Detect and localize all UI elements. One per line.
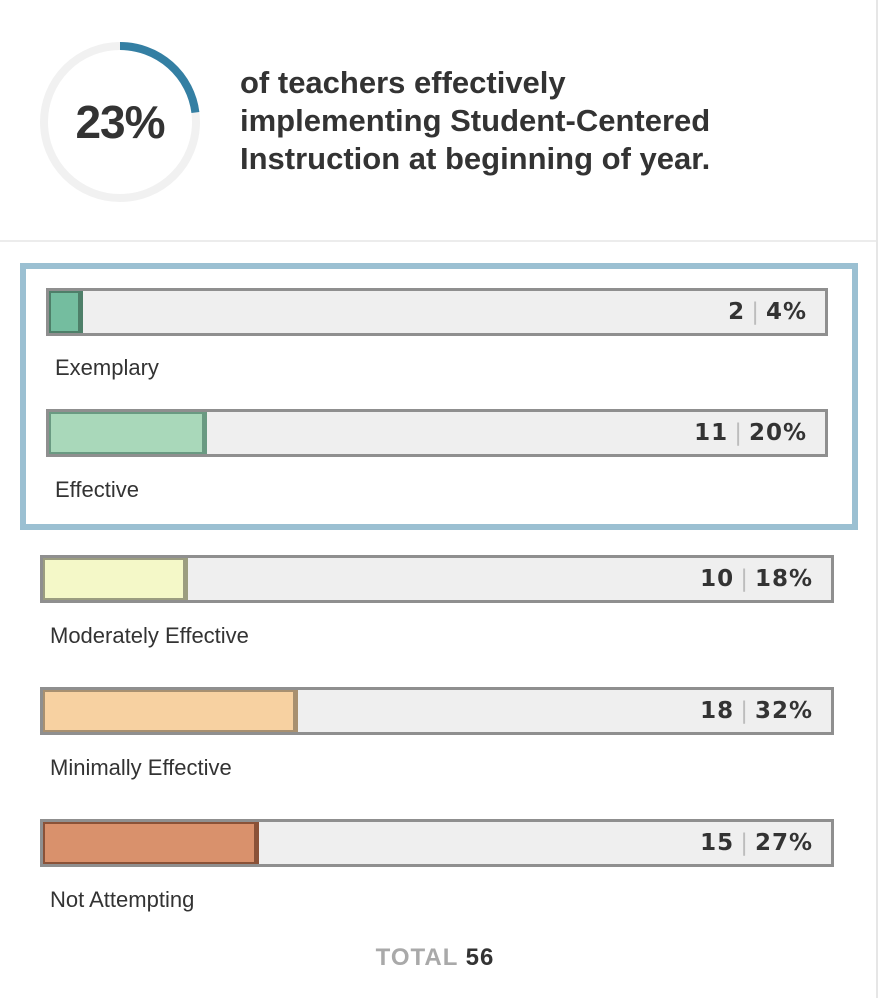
- bar-row: 11 | 20%: [46, 409, 828, 457]
- category-label: Not Attempting: [50, 887, 195, 912]
- bar-separator: |: [740, 566, 749, 592]
- bar-percent: 20%: [748, 420, 807, 446]
- bar-fill: [49, 412, 207, 454]
- bar-count: 10: [700, 566, 735, 592]
- bar-separator: |: [751, 299, 760, 325]
- category-label: Effective: [55, 477, 139, 502]
- headline-line-2: implementing Student-Centered: [240, 103, 711, 138]
- headline-line-1: of teachers effectively: [240, 65, 566, 100]
- bar-fill: [43, 558, 188, 600]
- summary-headline: of teachers effectively implementing Stu…: [240, 64, 840, 178]
- bar-count: 2: [728, 299, 746, 325]
- effective-highlight-box: [20, 263, 858, 530]
- total-label: TOTAL: [375, 944, 458, 971]
- bar-track: 11 | 20%: [46, 409, 828, 457]
- bar-value-label: 2 | 4%: [728, 291, 807, 333]
- panel-right-border: [876, 0, 878, 998]
- bar-fill: [43, 822, 259, 864]
- bar-track: 2 | 4%: [46, 288, 828, 336]
- total-value: 56: [465, 944, 495, 971]
- total-summary: TOTAL 56: [0, 944, 870, 972]
- donut-percent-label: 23%: [75, 96, 165, 148]
- percent-donut: 23%: [38, 40, 202, 204]
- bar-value-label: 18 | 32%: [700, 690, 813, 732]
- bar-track: 18 | 32%: [40, 687, 834, 735]
- bar-track: 15 | 27%: [40, 819, 834, 867]
- bar-percent: 18%: [754, 566, 813, 592]
- bar-value-label: 15 | 27%: [700, 822, 813, 864]
- bar-percent: 27%: [754, 830, 813, 856]
- bar-track: 10 | 18%: [40, 555, 834, 603]
- category-label: Moderately Effective: [50, 623, 249, 648]
- category-label: Exemplary: [55, 355, 159, 380]
- bar-separator: |: [740, 830, 749, 856]
- bar-separator: |: [734, 420, 743, 446]
- bar-percent: 4%: [765, 299, 807, 325]
- donut-ring: [40, 42, 200, 202]
- bar-separator: |: [740, 698, 749, 724]
- category-label: Minimally Effective: [50, 755, 232, 780]
- bar-row: 10 | 18%: [40, 555, 834, 603]
- bar-value-label: 10 | 18%: [700, 558, 813, 600]
- bar-row: 15 | 27%: [40, 819, 834, 867]
- bar-row: 18 | 32%: [40, 687, 834, 735]
- bar-value-label: 11 | 20%: [694, 412, 807, 454]
- bar-fill: [49, 291, 83, 333]
- bar-fill: [43, 690, 298, 732]
- bar-count: 18: [700, 698, 735, 724]
- donut-progress-arc: [119, 42, 200, 114]
- headline-line-3: Instruction at beginning of year.: [240, 141, 711, 176]
- bar-count: 11: [694, 420, 729, 446]
- bar-row: 2 | 4%: [46, 288, 828, 336]
- bar-count: 15: [700, 830, 735, 856]
- bar-percent: 32%: [754, 698, 813, 724]
- summary-header: 23% of teachers effectively implementing…: [0, 0, 876, 242]
